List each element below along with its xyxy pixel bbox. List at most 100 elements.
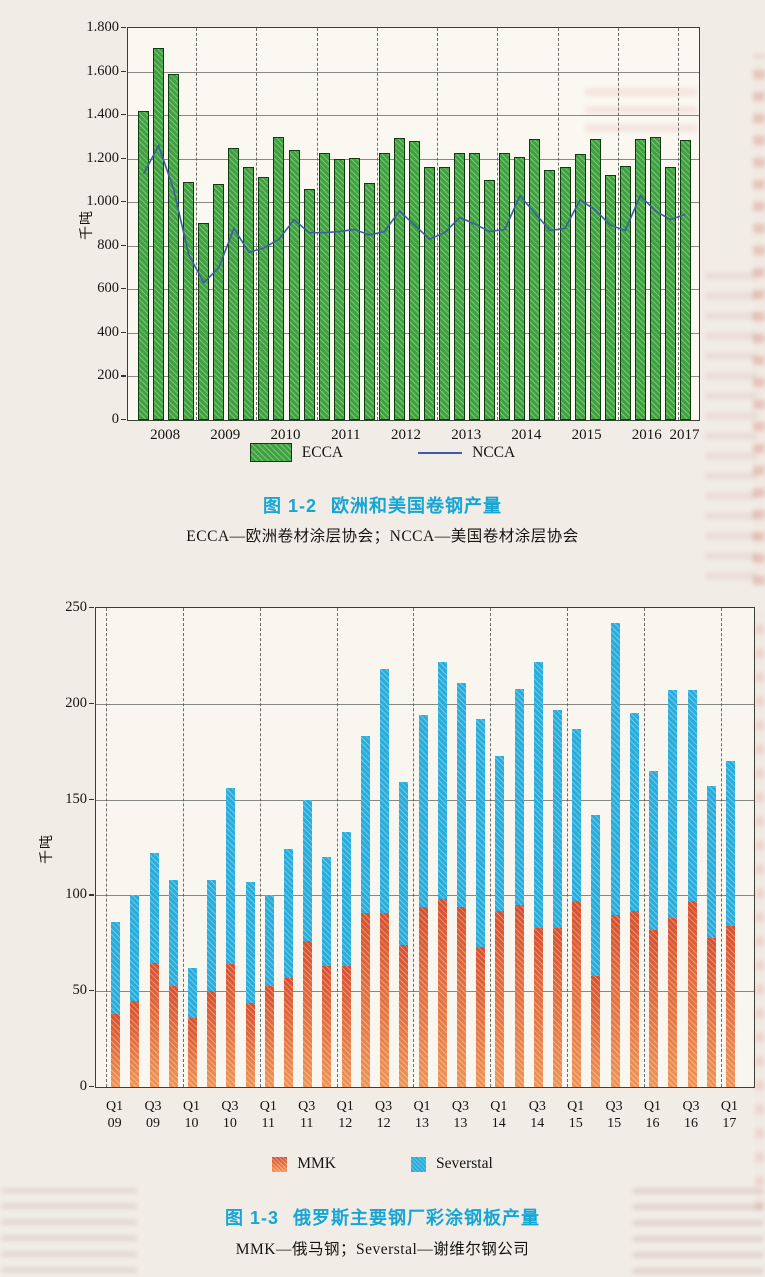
mmk-bar (456, 906, 466, 1087)
ecca-bar (153, 47, 165, 420)
mmk-bar (187, 1018, 197, 1087)
x-axis-quarter-label: Q1 11 (259, 1099, 277, 1131)
y-tick-label: 200 (97, 367, 119, 384)
x-axis-quarter-label: Q3 12 (375, 1099, 393, 1131)
x-axis-year-label: 2011 (331, 427, 361, 443)
year-separator-line (182, 608, 184, 1087)
ecca-bar (604, 175, 616, 420)
ecca-bar (469, 153, 481, 420)
x-axis-quarter-label: Q3 09 (144, 1099, 162, 1131)
year-separator-line (259, 608, 261, 1087)
mmk-bar (495, 910, 505, 1087)
ecca-bar (514, 156, 526, 420)
ecca-bar (348, 157, 360, 420)
ncca-legend-label: NCCA (472, 443, 516, 461)
ecca-bar (424, 167, 436, 420)
severstal-legend-swatch (410, 1156, 426, 1172)
y-tick-label: 1.000 (86, 193, 119, 210)
x-axis-quarter-label: Q3 15 (605, 1099, 623, 1131)
year-separator-line (643, 608, 645, 1087)
mmk-bar (649, 929, 658, 1087)
y-tick-mark (121, 27, 126, 29)
severstal-bar (533, 661, 543, 928)
ecca-bar (589, 139, 601, 420)
y-tick-label: 150 (65, 790, 87, 807)
severstal-bar (187, 968, 197, 1018)
year-separator-line (106, 608, 107, 1087)
ecca-bar (258, 177, 270, 420)
severstal-bar (149, 853, 159, 963)
x-axis-quarter-label: Q1 12 (336, 1099, 354, 1131)
year-separator-line (677, 28, 679, 420)
mmk-bar (226, 964, 236, 1087)
ecca-legend-swatch (249, 443, 292, 462)
y-tick-label: 50 (72, 982, 88, 999)
severstal-bar (207, 880, 217, 992)
severstal-bar (303, 799, 313, 942)
severstal-bar (668, 690, 678, 919)
ecca-bar (183, 181, 195, 420)
x-axis-year-label: 2010 (270, 427, 301, 443)
year-separator-line (497, 28, 499, 420)
y-tick-label: 1.200 (86, 149, 119, 166)
x-axis-quarter-label: Q3 14 (528, 1099, 546, 1131)
ecca-legend-label: ECCA (301, 443, 344, 461)
ecca-bar (318, 153, 330, 420)
mmk-bar (399, 945, 409, 1087)
mmk-bar (629, 910, 639, 1087)
mmk-bar (610, 914, 620, 1087)
year-separator-line (617, 28, 619, 420)
mmk-bar (418, 906, 428, 1087)
ecca-bar (213, 183, 225, 420)
severstal-bar (572, 728, 582, 902)
y-tick-label: 0 (79, 1078, 87, 1094)
x-axis-year-label: 2015 (571, 427, 602, 443)
ecca-bar (288, 150, 300, 420)
severstal-bar (476, 719, 486, 948)
bleed-through-artifact (2, 1188, 137, 1273)
y-tick-label: 1.800 (86, 19, 119, 35)
ecca-bar (484, 180, 496, 420)
y-tick-label: 0 (111, 411, 119, 427)
ecca-bar (499, 153, 511, 420)
year-separator-line (437, 28, 439, 420)
year-separator-line (413, 608, 415, 1087)
ecca-bar (333, 158, 345, 420)
mmk-bar (380, 912, 390, 1087)
figure-1-3-chart (95, 607, 755, 1088)
mmk-bar (264, 985, 274, 1087)
mmk-bar (303, 941, 313, 1087)
severstal-bar (264, 895, 274, 986)
mmk-bar (207, 991, 217, 1087)
ecca-bar (679, 140, 691, 420)
ecca-bar (138, 110, 150, 420)
year-separator-line (376, 28, 378, 420)
severstal-legend-label: Severstal (435, 1155, 493, 1172)
year-separator-line (557, 28, 559, 420)
figure-1-2-chart (127, 27, 700, 421)
severstal-bar (649, 770, 658, 930)
y-tick-mark (121, 331, 126, 334)
y-tick-mark (89, 798, 94, 800)
year-separator-line (336, 608, 338, 1087)
mmk-bar (130, 1000, 140, 1087)
mmk-bar (476, 947, 486, 1087)
x-axis-year-label: 2013 (451, 427, 482, 443)
mmk-bar (687, 901, 697, 1087)
mmk-bar (168, 985, 178, 1087)
year-separator-line (720, 608, 722, 1087)
severstal-bar (687, 690, 697, 902)
year-separator-line (256, 28, 258, 420)
ecca-bar (529, 139, 541, 420)
x-axis-quarter-label: Q1 13 (413, 1099, 431, 1131)
severstal-bar (284, 849, 293, 978)
ecca-bar (273, 136, 285, 420)
severstal-bar (399, 782, 409, 946)
severstal-bar (629, 713, 639, 911)
severstal-bar (437, 661, 447, 900)
figure-1-3-title: 俄罗斯主要钢厂彩涂钢板产量 (293, 1208, 541, 1228)
mmk-bar (553, 928, 562, 1087)
mmk-bar (437, 899, 447, 1087)
severstal-bar (610, 623, 620, 915)
mmk-bar (322, 966, 332, 1087)
